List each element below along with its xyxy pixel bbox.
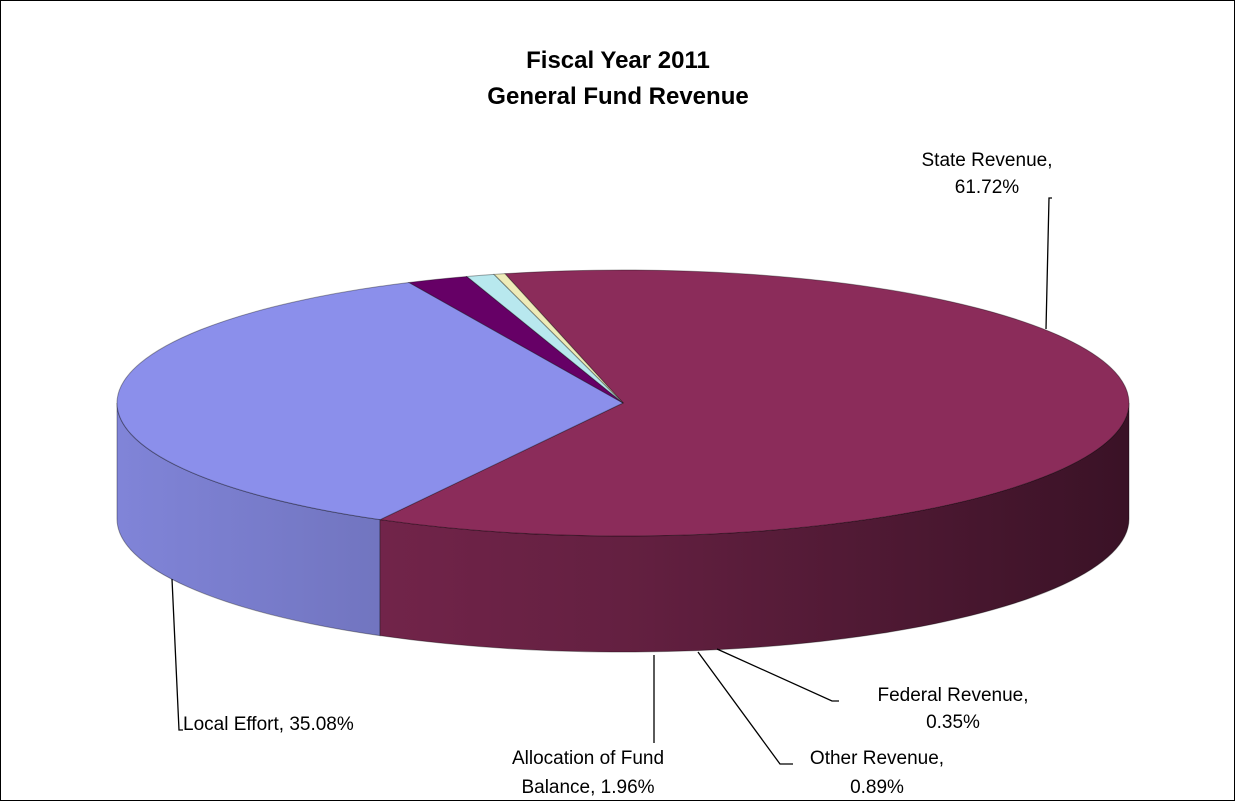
label-federal-revenue-line2: 0.35%: [926, 712, 980, 733]
label-local-effort: Local Effort, 35.08%: [183, 714, 354, 735]
leader-line-state-revenue: [1045, 197, 1052, 330]
chart-title: Fiscal Year 2011: [526, 47, 710, 74]
pie-tops: [116, 269, 1130, 537]
label-fund-balance-line2: Balance, 1.96%: [521, 777, 654, 798]
label-other-revenue-line1: Other Revenue,: [810, 748, 944, 769]
leader-lines: [171, 197, 1052, 765]
leader-line-federal-revenue: [716, 648, 839, 702]
label-other-revenue-line2: 0.89%: [850, 777, 904, 798]
chart-subtitle: General Fund Revenue: [487, 83, 748, 110]
slice-top-state-revenue: [378, 269, 1130, 537]
leader-line-local-effort: [171, 578, 183, 731]
slice-top-federal-revenue: [492, 273, 624, 404]
label-state-revenue-line2: 61.72%: [955, 177, 1020, 198]
leader-line-other-revenue: [697, 651, 793, 765]
slice-top-other-revenue: [465, 273, 624, 404]
label-state-revenue-line1: State Revenue,: [922, 150, 1053, 171]
slice-top-allocation-of-fund-balance: [407, 275, 624, 404]
slice-labels: State Revenue, 61.72% Local Effort, 35.0…: [183, 150, 1052, 798]
slice-top-local-effort: [116, 281, 625, 521]
label-fund-balance-line1: Allocation of Fund: [512, 748, 664, 769]
label-federal-revenue-line1: Federal Revenue,: [877, 685, 1028, 706]
